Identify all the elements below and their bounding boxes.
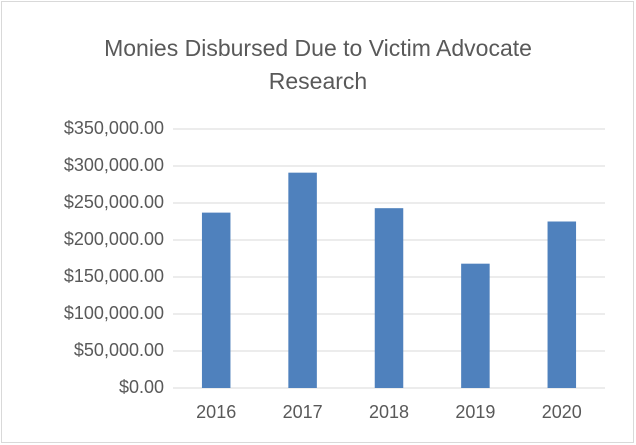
x-tick-label: 2018 (369, 402, 409, 422)
y-tick-label: $300,000.00 (64, 155, 164, 175)
bar (201, 212, 231, 388)
chart-title: Monies Disbursed Due to Victim Advocate … (104, 35, 532, 94)
bar (461, 263, 490, 388)
y-tick-label: $100,000.00 (64, 303, 164, 323)
y-tick-label: $150,000.00 (64, 266, 164, 286)
x-tick-label: 2017 (283, 402, 323, 422)
y-tick-label: $200,000.00 (64, 229, 164, 249)
y-tick-label: $0.00 (119, 377, 164, 397)
x-tick-label: 2020 (542, 402, 582, 422)
bar (547, 221, 577, 388)
y-tick-label: $250,000.00 (64, 192, 164, 212)
x-tick-label: 2019 (455, 402, 495, 422)
bar (374, 208, 404, 388)
bar (288, 172, 317, 388)
y-tick-label: $350,000.00 (64, 118, 164, 138)
y-tick-label: $50,000.00 (74, 340, 164, 360)
x-tick-label: 2016 (196, 402, 236, 422)
